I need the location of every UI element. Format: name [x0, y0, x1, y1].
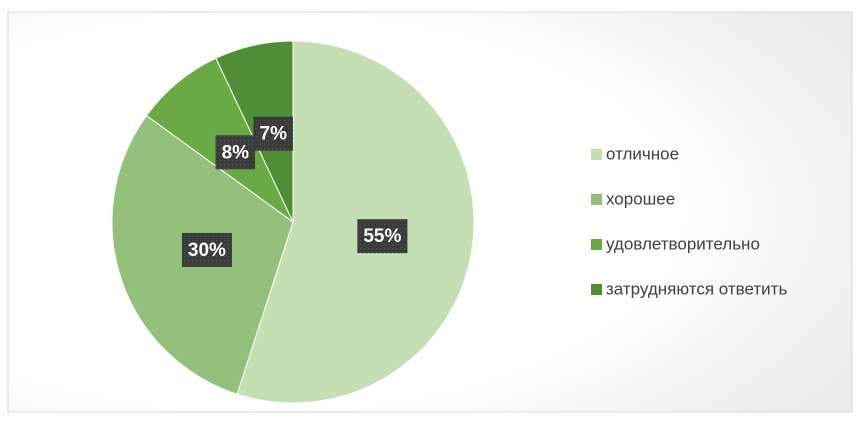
value-label-box [253, 116, 293, 151]
value-label: 7% [260, 124, 288, 145]
legend: отличное хорошее удовлетворительно затрудня… [591, 144, 787, 298]
legend-swatch [591, 284, 602, 295]
legend-label: отличное [606, 144, 679, 163]
pie [111, 40, 475, 404]
legend-swatch [591, 194, 602, 205]
value-label: 30% [188, 240, 226, 261]
legend-swatch [591, 149, 602, 160]
value-label: 55% [363, 226, 401, 247]
value-label-box [181, 232, 232, 267]
legend-label: затрудняются ответить [606, 279, 787, 298]
legend-label: удовлетворительно [606, 234, 760, 253]
value-labels: 55% 30% 8% 7% [181, 116, 408, 267]
value-label-box [215, 135, 256, 170]
pie-slice [236, 40, 475, 404]
legend-swatch [591, 239, 602, 250]
value-label-box [357, 219, 408, 254]
value-label: 8% [222, 142, 250, 163]
legend-label: хорошее [606, 189, 675, 208]
